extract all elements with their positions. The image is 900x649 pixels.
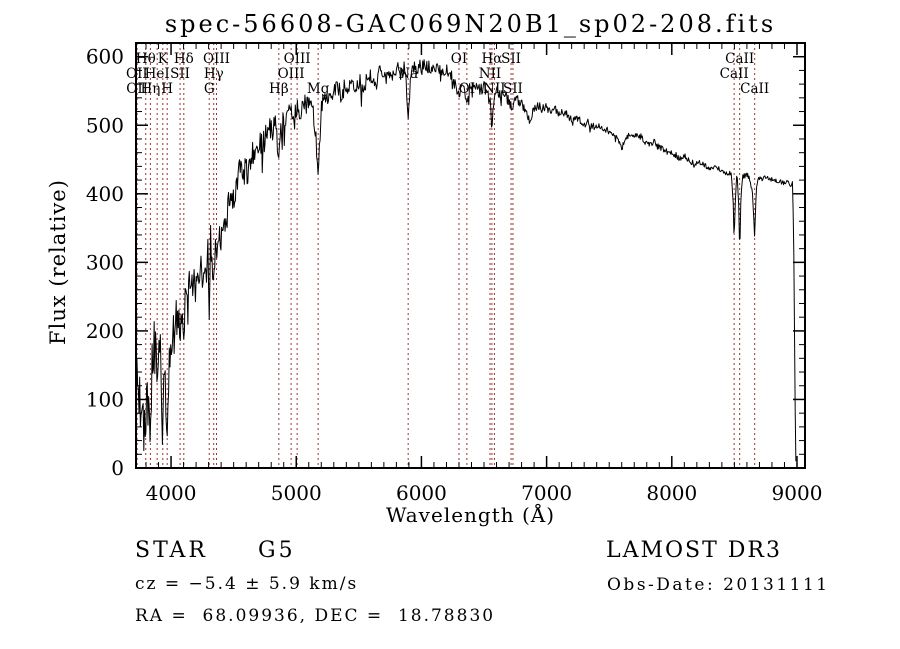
spectral-line-label-hγ: Hγ [204,66,224,82]
subclass-label: G5 [258,538,296,563]
spectral-line-label-nii: NII [479,66,501,82]
coordinates-text: RA = 68.09936, DEC = 18.78830 [135,606,496,626]
spectral-line-label-oiii: OIII [203,51,230,67]
x-tick-label: 9000 [772,481,823,505]
y-tick-label: 500 [86,113,124,137]
spectral-line-label-hη: Hη [140,81,160,97]
y-tick-label: 600 [86,45,124,69]
y-tick-label: 400 [86,182,124,206]
spectral-line-label-g: G [204,81,215,97]
plot-frame [135,42,806,469]
spectral-line-label-oiii: OIII [278,66,305,82]
x-tick-label: 6000 [396,481,447,505]
spectral-line-label-hδ: Hδ [174,51,194,67]
spectral-line-label-hθ: Hθ [136,51,156,67]
spectral-line-label-hei: HeI [145,66,170,82]
x-tick-label: 8000 [646,481,697,505]
spectral-line-label-k: K [158,51,169,67]
spectral-line-label-mg: Mg [307,81,330,97]
y-tick-label: 100 [86,387,124,411]
spectral-line-label-sii: SII [503,81,523,97]
x-axis-title: Wavelength (Å) [385,503,556,527]
figure-title: spec-56608-GAC069N20B1_sp02-208.fits [164,10,777,38]
spectral-line-label-hβ: Hβ [269,81,289,97]
spectrum-trace [135,59,797,462]
spectral-line-label-caii: CaII [725,51,754,67]
spectral-line-label-oii: OII [126,81,148,97]
y-tick-label: 300 [86,250,124,274]
obs-date-text: Obs-Date: 20131111 [607,575,830,595]
classification-line: STAR G5 [135,538,296,563]
spectral-line-label-hα: Hα [481,51,502,67]
x-tick-label: 7000 [521,481,572,505]
y-axis-title: Flux (relative) [46,179,70,345]
spectral-line-label-caii: CaII [740,81,769,97]
spectral-line-label-sii: SII [170,66,190,82]
spectral-line-label-oiii: OIII [284,51,311,67]
survey-label: LAMOST DR3 [606,538,782,563]
spectral-line-label-h: H [161,81,173,97]
object-class-label: STAR [135,538,208,563]
x-tick-label: 4000 [146,481,197,505]
spectral-line-label-sii: SII [501,51,521,67]
x-tick-label: 5000 [271,481,322,505]
y-tick-label: 200 [86,319,124,343]
spectral-line-label-caii: CaII [720,66,749,82]
y-tick-label: 0 [111,456,124,480]
spectral-line-label-oi: OI [451,51,467,67]
radial-velocity-text: cz = −5.4 ± 5.9 km/s [135,574,359,594]
